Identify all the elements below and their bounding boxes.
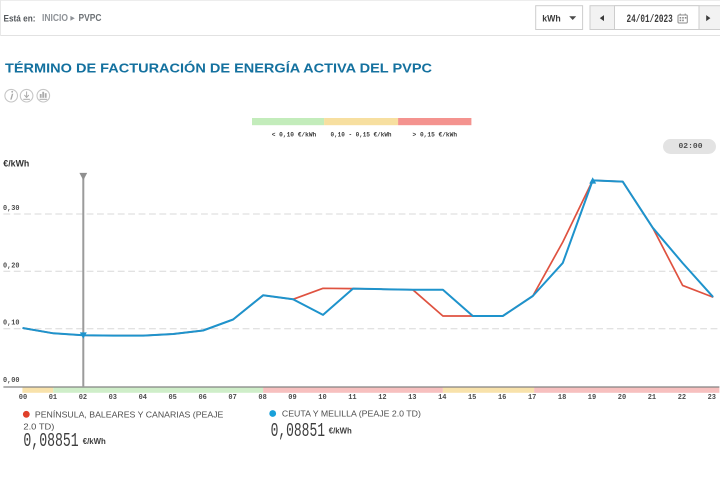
- svg-text:00: 00: [19, 394, 27, 402]
- svg-text:TÉRMINO DE FACTURACIÓN DE ENER: TÉRMINO DE FACTURACIÓN DE ENERGÍA ACTIVA…: [5, 61, 433, 76]
- svg-text:20: 20: [618, 394, 626, 402]
- svg-text:2.0 TD): 2.0 TD): [23, 422, 54, 432]
- svg-text:02:00: 02:00: [679, 143, 703, 151]
- svg-text:01: 01: [49, 394, 57, 402]
- svg-text:0,10 - 0,15 €/kWh: 0,10 - 0,15 €/kWh: [331, 131, 392, 138]
- svg-text:18: 18: [558, 394, 566, 402]
- svg-text:04: 04: [139, 394, 147, 402]
- svg-text:12: 12: [378, 394, 386, 402]
- svg-text:24/01/2023: 24/01/2023: [627, 14, 673, 26]
- svg-text:0,08851: 0,08851: [271, 420, 325, 442]
- svg-text:23: 23: [708, 394, 716, 402]
- svg-text:21: 21: [648, 394, 656, 402]
- svg-text:INICIO: INICIO: [42, 13, 68, 24]
- svg-text:PENÍNSULA, BALEARES Y CANARIAS: PENÍNSULA, BALEARES Y CANARIAS (PEAJE: [35, 410, 224, 420]
- svg-text:05: 05: [168, 394, 176, 402]
- svg-text:08: 08: [258, 394, 266, 402]
- svg-text:15: 15: [468, 394, 476, 402]
- svg-text:02: 02: [79, 394, 87, 402]
- svg-text:> 0,15 €/kWh: > 0,15 €/kWh: [413, 131, 458, 138]
- svg-text:19: 19: [588, 394, 596, 402]
- svg-text:0,10: 0,10: [3, 320, 20, 328]
- svg-text:10: 10: [318, 394, 326, 402]
- svg-text:11: 11: [348, 394, 356, 402]
- svg-text:0,30: 0,30: [3, 205, 20, 213]
- svg-text:22: 22: [678, 394, 686, 402]
- svg-text:0,08851: 0,08851: [23, 430, 78, 452]
- svg-text:0,20: 0,20: [3, 262, 20, 270]
- svg-text:17: 17: [528, 394, 536, 402]
- svg-text:03: 03: [109, 394, 117, 402]
- svg-text:0,00: 0,00: [3, 377, 20, 385]
- svg-text:€/kWh: €/kWh: [3, 159, 29, 169]
- svg-text:< 0,10 €/kWh: < 0,10 €/kWh: [272, 131, 317, 138]
- svg-text:Está en:: Está en:: [4, 13, 36, 23]
- svg-text:06: 06: [198, 394, 206, 402]
- svg-text:€/kWh: €/kWh: [329, 427, 352, 436]
- svg-text:07: 07: [228, 394, 236, 402]
- svg-text:kWh: kWh: [542, 13, 561, 24]
- svg-text:09: 09: [288, 394, 296, 402]
- svg-text:€/kWh: €/kWh: [83, 437, 106, 446]
- svg-text:14: 14: [438, 394, 446, 402]
- svg-text:PVPC: PVPC: [79, 13, 102, 24]
- svg-text:13: 13: [408, 394, 416, 402]
- svg-text:16: 16: [498, 394, 506, 402]
- svg-text:CEUTA Y MELILLA (PEAJE 2.0 TD): CEUTA Y MELILLA (PEAJE 2.0 TD): [282, 409, 421, 419]
